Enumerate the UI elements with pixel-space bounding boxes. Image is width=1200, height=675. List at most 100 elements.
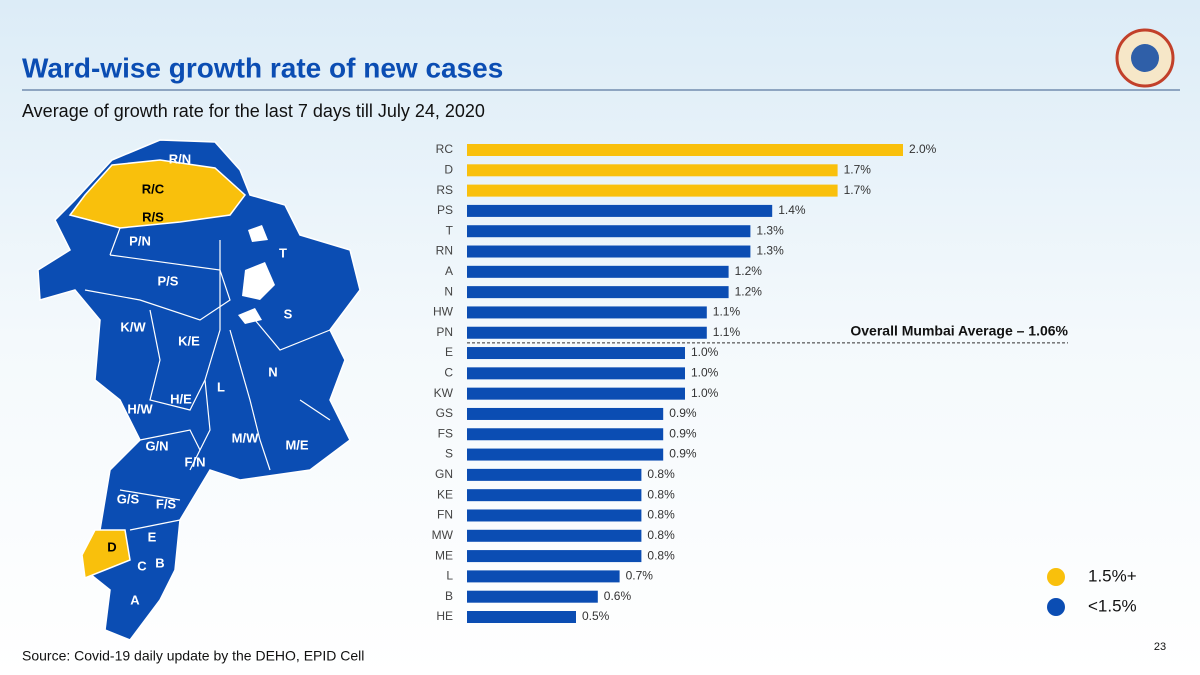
category-label: RC bbox=[436, 142, 454, 156]
value-label: 0.6% bbox=[604, 589, 632, 603]
category-label: FN bbox=[437, 508, 453, 522]
value-label: 0.8% bbox=[647, 508, 675, 522]
ward-label: R/S bbox=[142, 209, 164, 224]
category-label: RS bbox=[436, 183, 453, 197]
category-label: C bbox=[444, 366, 453, 380]
bar bbox=[467, 265, 729, 278]
ward-label: M/E bbox=[285, 437, 308, 452]
category-label: A bbox=[445, 264, 453, 278]
value-label: 0.9% bbox=[669, 406, 697, 420]
category-label: PS bbox=[437, 203, 453, 217]
category-label: T bbox=[446, 223, 454, 237]
category-label: KW bbox=[434, 386, 454, 400]
ward-label: H/W bbox=[127, 401, 153, 416]
bar bbox=[467, 468, 642, 481]
bar bbox=[467, 144, 903, 156]
title: Ward-wise growth rate of new cases bbox=[22, 52, 503, 83]
ward-label: B bbox=[155, 555, 164, 570]
category-label: GN bbox=[435, 467, 453, 481]
ward-label: M/W bbox=[232, 430, 259, 445]
ward-label: R/N bbox=[169, 151, 191, 166]
bar bbox=[467, 326, 707, 339]
ward-label: N bbox=[268, 364, 277, 379]
legend-swatch bbox=[1047, 598, 1065, 616]
bar bbox=[467, 306, 707, 319]
ward-label: G/N bbox=[145, 438, 168, 453]
ward-label: G/S bbox=[117, 491, 140, 506]
category-label: FS bbox=[438, 426, 453, 440]
logo-center bbox=[1131, 44, 1159, 72]
value-label: 1.2% bbox=[735, 284, 763, 298]
ward-gold-r bbox=[68, 159, 247, 229]
bar bbox=[467, 448, 664, 461]
bar bbox=[467, 286, 729, 299]
source: Source: Covid-19 daily update by the DEH… bbox=[22, 648, 364, 664]
value-label: 0.8% bbox=[647, 528, 675, 542]
ward-label: H/E bbox=[170, 391, 192, 406]
bar bbox=[467, 509, 642, 522]
category-label: S bbox=[445, 447, 453, 461]
value-label: 1.0% bbox=[691, 366, 719, 380]
ward-label: D bbox=[107, 539, 116, 554]
value-label: 0.8% bbox=[647, 467, 675, 481]
bar bbox=[467, 550, 642, 563]
ward-label: T bbox=[279, 245, 287, 260]
category-label: HW bbox=[433, 305, 454, 319]
ward-borders bbox=[84, 227, 331, 531]
ward-label: E bbox=[148, 529, 157, 544]
bar bbox=[467, 387, 685, 400]
legend-label: <1.5% bbox=[1088, 596, 1137, 615]
value-label: 0.7% bbox=[626, 569, 654, 583]
category-label: PN bbox=[436, 325, 453, 339]
bar bbox=[467, 570, 620, 583]
value-label: 1.0% bbox=[691, 386, 719, 400]
bar bbox=[467, 407, 664, 420]
lake bbox=[238, 308, 262, 324]
category-label: E bbox=[445, 345, 453, 359]
category-label: B bbox=[445, 589, 453, 603]
bar bbox=[467, 347, 685, 360]
lake bbox=[248, 225, 268, 242]
ward-label: R/C bbox=[142, 181, 165, 196]
value-label: 1.0% bbox=[691, 345, 719, 359]
category-label: GS bbox=[436, 406, 453, 420]
bar bbox=[467, 367, 685, 380]
category-label: ME bbox=[435, 548, 453, 562]
legend-swatch bbox=[1047, 568, 1065, 586]
value-label: 0.8% bbox=[647, 487, 675, 501]
bar bbox=[467, 590, 598, 603]
ward-label: A bbox=[130, 592, 140, 607]
category-label: KE bbox=[437, 487, 453, 501]
ward-label: C bbox=[137, 558, 147, 573]
ward-label: L bbox=[217, 379, 225, 394]
value-label: 1.1% bbox=[713, 325, 741, 339]
ward-label: K/E bbox=[178, 333, 200, 348]
value-label: 1.7% bbox=[844, 183, 872, 197]
value-label: 1.4% bbox=[778, 203, 806, 217]
value-label: 0.9% bbox=[669, 426, 697, 440]
bar bbox=[467, 611, 576, 623]
bar bbox=[467, 245, 751, 258]
category-label: HE bbox=[436, 609, 453, 623]
average-label: Overall Mumbai Average – 1.06% bbox=[850, 323, 1068, 339]
subtitle: Average of growth rate for the last 7 da… bbox=[22, 101, 485, 121]
map: R/N R/C R/S P/N P/S T S K/W K/E L N H/W … bbox=[37, 139, 361, 641]
ward-blue bbox=[37, 139, 361, 641]
bar bbox=[467, 204, 773, 217]
bar bbox=[467, 428, 664, 441]
value-label: 2.0% bbox=[909, 142, 937, 156]
bar bbox=[467, 184, 838, 197]
category-label: L bbox=[446, 569, 453, 583]
bar bbox=[467, 529, 642, 542]
ward-label: K/W bbox=[120, 319, 146, 334]
legend-label: 1.5%+ bbox=[1088, 566, 1137, 585]
value-label: 0.8% bbox=[647, 548, 675, 562]
category-label: RN bbox=[436, 244, 453, 258]
ward-label: P/S bbox=[158, 273, 179, 288]
lake bbox=[242, 262, 275, 300]
value-label: 1.1% bbox=[713, 305, 741, 319]
value-label: 0.9% bbox=[669, 447, 697, 461]
ward-label: F/N bbox=[185, 454, 206, 469]
value-label: 1.7% bbox=[844, 162, 872, 176]
